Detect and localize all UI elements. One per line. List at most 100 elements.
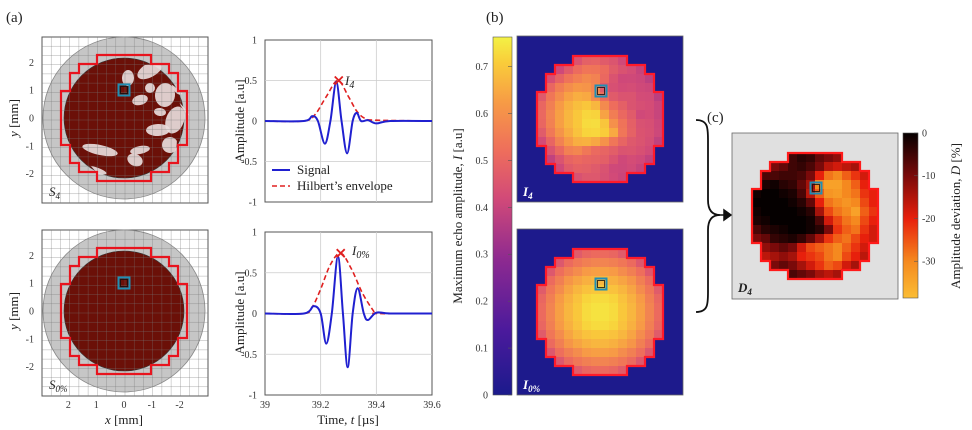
heatmap-cell xyxy=(591,119,601,129)
signal-top-ylabel: Amplitude [a.u] xyxy=(232,79,247,162)
corrosion-spot xyxy=(132,94,148,106)
heatmap-cell xyxy=(564,312,574,322)
heatmap-cell xyxy=(636,65,646,75)
heatmap-cell xyxy=(618,330,628,340)
heatmap-cell xyxy=(555,330,565,340)
heatmap-cell xyxy=(815,216,825,226)
heatmap-cell xyxy=(788,243,798,253)
heatmap-cell xyxy=(564,110,574,120)
heatmap-cell xyxy=(618,357,628,367)
intensity-colorbar xyxy=(492,36,513,396)
heatmap-cell xyxy=(609,321,619,331)
sample-s4-label: S4 xyxy=(49,184,61,201)
heatmap-cell xyxy=(618,56,628,66)
heatmap-cell xyxy=(788,261,798,271)
heatmap-cell xyxy=(627,83,637,93)
colorbar-tick-label: 0 xyxy=(922,129,927,140)
heatmap-cell xyxy=(564,294,574,304)
heatmap-cell xyxy=(654,110,664,120)
heatmap-cell xyxy=(591,366,601,376)
heatmap-cell xyxy=(788,180,798,190)
heatmap-cell xyxy=(564,339,574,349)
heatmap-cell xyxy=(618,285,628,295)
heatmap-cell xyxy=(537,330,547,340)
heatmap-cell xyxy=(591,294,601,304)
heatmap-cell xyxy=(591,321,601,331)
sample-disc xyxy=(63,250,185,372)
heatmap-cell xyxy=(761,198,771,208)
heatmap-cell xyxy=(869,234,879,244)
heatmap-cell xyxy=(770,234,780,244)
heatmap-cell xyxy=(815,171,825,181)
corrosion-spot xyxy=(162,137,178,153)
heatmap-cell xyxy=(609,137,619,147)
heatmap-cell xyxy=(752,225,762,235)
x-tick-label: 2 xyxy=(66,400,71,411)
heatmap-cell xyxy=(636,146,646,156)
heatmap-cell xyxy=(609,258,619,268)
heatmap-cell xyxy=(582,249,592,259)
heatmap-cell xyxy=(600,146,610,156)
heatmap-cell xyxy=(842,225,852,235)
heatmap-cell xyxy=(573,110,583,120)
heatmap-cell xyxy=(833,252,843,262)
heatmap-cell xyxy=(618,267,628,277)
heatmap-cell xyxy=(779,189,789,199)
heatmap-cell xyxy=(636,294,646,304)
heatmap-cell xyxy=(815,198,825,208)
heatmap-cell xyxy=(582,101,592,111)
heatmap-cell xyxy=(842,261,852,271)
y-tick-label: 0.5 xyxy=(245,268,258,279)
heatmap-cell xyxy=(564,74,574,84)
heatmap-cell xyxy=(609,56,619,66)
heatmap-cell xyxy=(573,249,583,259)
heatmap-cell xyxy=(833,207,843,217)
heatmap-cell xyxy=(788,207,798,217)
probe-marker xyxy=(594,277,608,291)
heatmap-cell xyxy=(645,330,655,340)
heatmap-cell xyxy=(770,261,780,271)
heatmap-cell xyxy=(779,252,789,262)
heatmap-cell xyxy=(797,189,807,199)
heatmap-cell xyxy=(564,357,574,367)
y-tick-label: 0 xyxy=(29,307,34,318)
heatmap-cell xyxy=(600,357,610,367)
heatmap-cell xyxy=(618,119,628,129)
heatmap-cell xyxy=(636,357,646,367)
heatmap-cell xyxy=(582,294,592,304)
heatmap-cell xyxy=(824,198,834,208)
y-tick-label: 1 xyxy=(252,228,257,239)
probe-marker xyxy=(117,276,131,290)
heatmap-cell xyxy=(860,216,870,226)
heatmap-cell xyxy=(591,155,601,165)
heatmap-cell xyxy=(555,65,565,75)
heatmap-cell xyxy=(842,252,852,262)
corrosion-spot xyxy=(146,123,170,137)
heatmap-cell xyxy=(797,270,807,280)
heatmap-cell xyxy=(546,146,556,156)
heatmap-cell xyxy=(582,56,592,66)
heatmap-cell xyxy=(645,110,655,120)
heatmap-cell xyxy=(797,252,807,262)
heatmap-cell xyxy=(833,189,843,199)
heatmap-cell xyxy=(546,267,556,277)
heatmap-cell xyxy=(833,162,843,172)
heatmap-cell xyxy=(600,164,610,174)
x-tick-label: 39.6 xyxy=(423,400,441,411)
heatmap-cell xyxy=(582,258,592,268)
heatmap-cell xyxy=(609,146,619,156)
heatmap-cell xyxy=(546,339,556,349)
heatmap-cell xyxy=(546,74,556,84)
sample-s4-panel: 2 1 0 -1 -2 xyxy=(26,36,209,204)
heatmap-cell xyxy=(636,312,646,322)
heatmap-cell xyxy=(851,261,861,271)
signal-plot-i4: 1 0.5 0 -0.5 -1 xyxy=(241,36,433,209)
heatmap-cell xyxy=(636,155,646,165)
heatmap-cell xyxy=(591,173,601,183)
heatmap-cell xyxy=(752,189,762,199)
heatmap-cell xyxy=(627,110,637,120)
heatmap-cell xyxy=(645,137,655,147)
y-tick-label: 2 xyxy=(29,251,34,262)
heatmap-cell xyxy=(582,128,592,138)
heatmap-cell xyxy=(600,155,610,165)
